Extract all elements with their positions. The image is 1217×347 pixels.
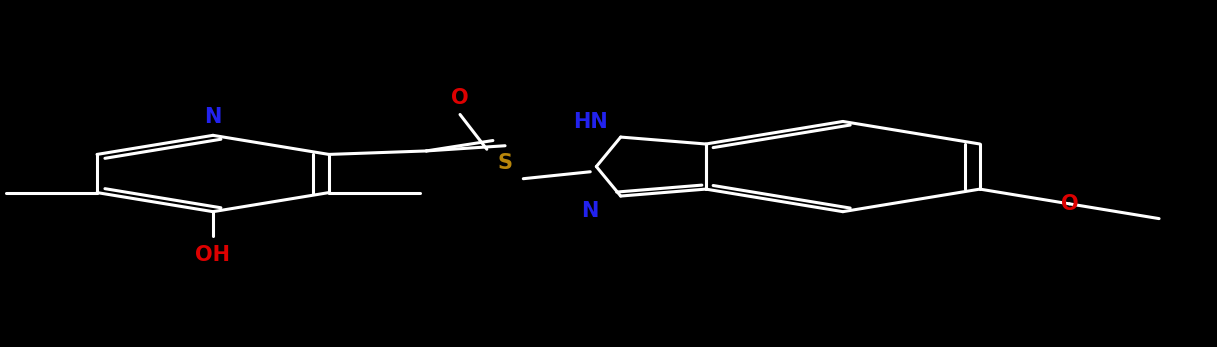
Text: S: S — [498, 153, 512, 173]
Text: O: O — [1061, 194, 1078, 214]
Text: OH: OH — [196, 245, 230, 265]
Text: N: N — [582, 201, 599, 221]
Text: N: N — [204, 107, 221, 127]
Text: O: O — [452, 87, 469, 108]
Text: HN: HN — [573, 112, 607, 132]
